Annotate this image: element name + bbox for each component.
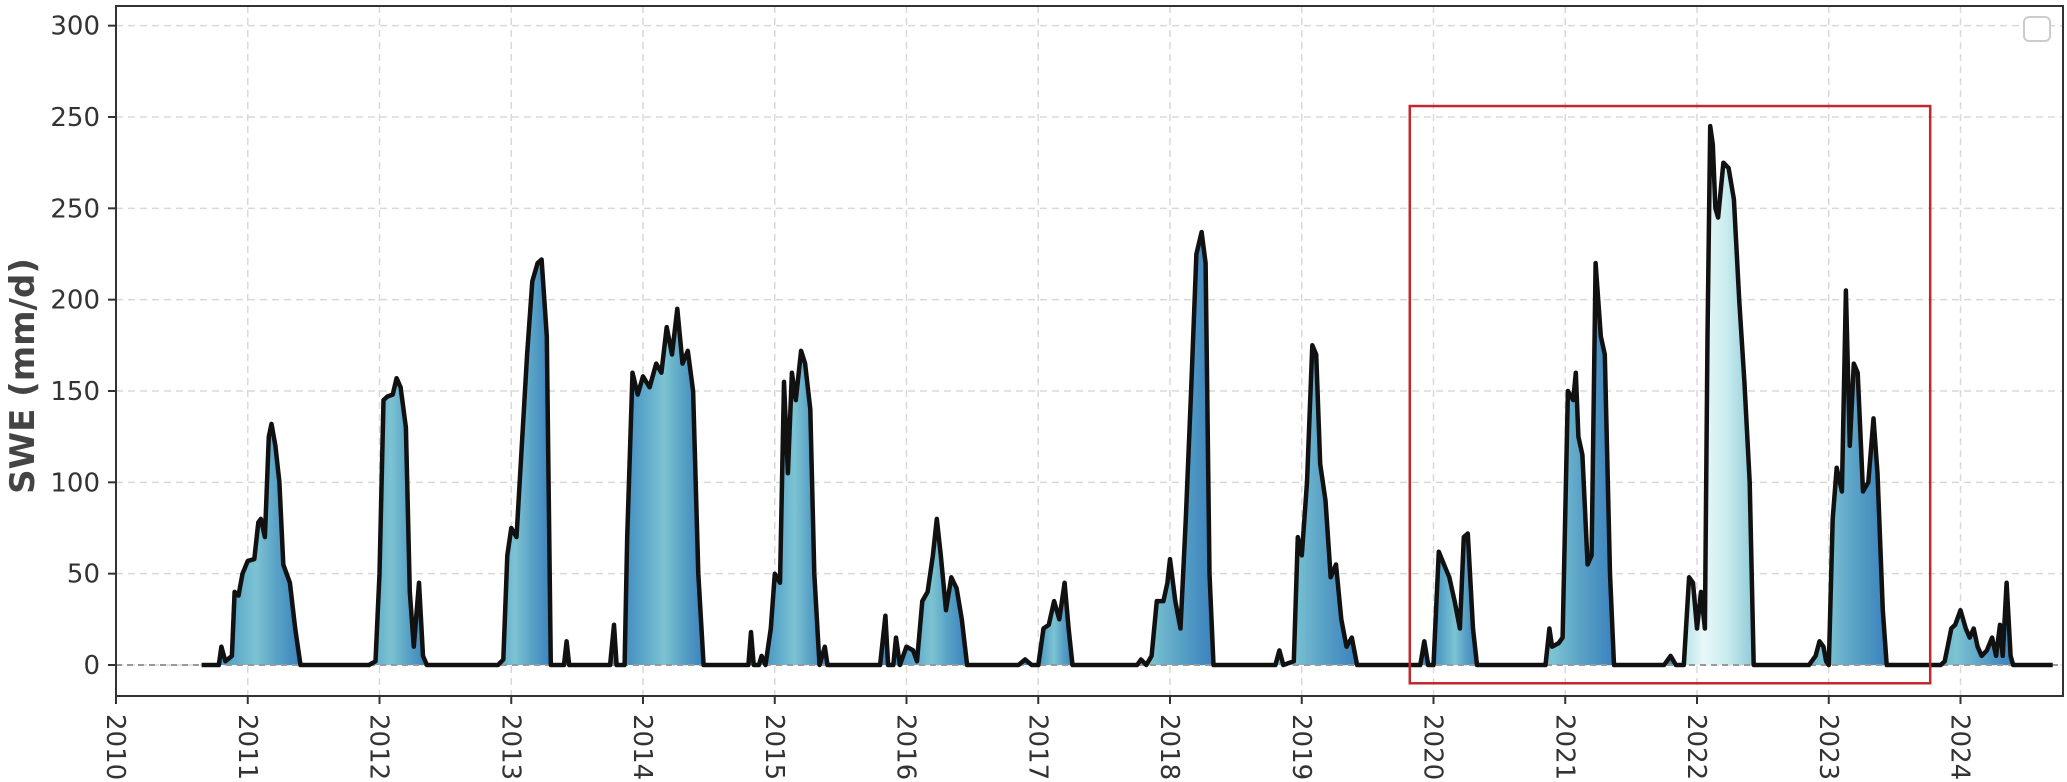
y-tick-label: 50: [67, 560, 100, 590]
x-tick-label: 2024: [1945, 714, 1975, 780]
x-tick-label: 2012: [364, 714, 394, 780]
swe-area-season: [201, 423, 301, 665]
swe-series-line: [201, 123, 2053, 668]
x-tick-label: 2022: [1681, 714, 1711, 780]
y-tick-label: 200: [50, 286, 100, 316]
swe-area-season: [616, 308, 704, 665]
swe-area-season: [471, 259, 551, 665]
y-tick-label: 250: [50, 194, 100, 224]
x-tick-label: 2015: [759, 714, 789, 780]
y-tick-label: 0: [83, 651, 100, 681]
swe-area-season: [346, 378, 427, 665]
x-tick-label: 2017: [1022, 714, 1052, 780]
plot-frame: [115, 5, 2064, 697]
x-axis: 2010 2011 2012 2013 2014 2015 2016 2017 2018 2019…: [100, 696, 1975, 780]
x-tick-label: 2021: [1549, 714, 1579, 780]
swe-area-season: [1213, 345, 1358, 665]
legend-box: [2023, 16, 2051, 42]
y-tick-label: 250: [50, 103, 100, 133]
swe-area-season: [1675, 126, 1754, 666]
x-tick-label: 2013: [495, 714, 525, 780]
highlight-box: [1408, 104, 1932, 685]
x-tick-label: 2019: [1286, 714, 1316, 780]
x-tick-label: 2014: [627, 714, 657, 780]
x-tick-label: 2020: [1418, 714, 1448, 780]
y-tick-label: 100: [50, 468, 100, 498]
x-tick-label: 2011: [232, 714, 262, 780]
y-axis-label: SWE (mm/d): [3, 258, 43, 494]
y-tick-label: 300: [50, 12, 100, 42]
y-axis: 0 50 100 150 200 250 250 300: [50, 12, 116, 681]
x-tick-label: 2010: [100, 714, 130, 780]
x-tick-label: 2018: [1154, 714, 1184, 780]
x-tick-label: 2023: [1813, 714, 1843, 780]
swe-area-season: [1072, 232, 1214, 665]
swe-area-season: [1477, 263, 1614, 665]
x-tick-label: 2016: [891, 714, 921, 780]
swe-area-season: [1886, 582, 2014, 665]
y-tick-label: 150: [50, 377, 100, 407]
